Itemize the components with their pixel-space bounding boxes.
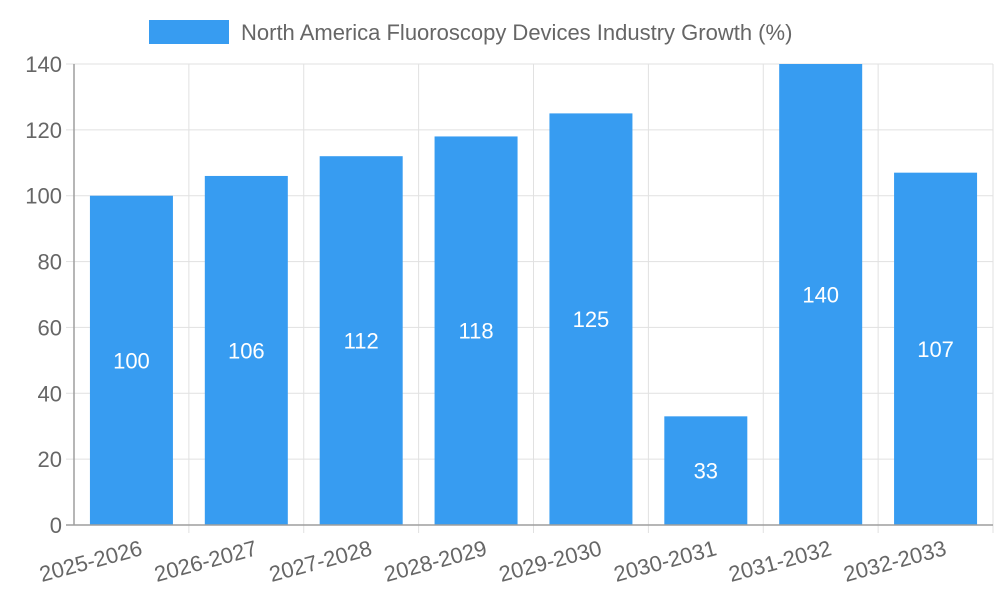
- x-tick-label: 2027-2028: [266, 535, 374, 586]
- x-tick-label: 2030-2031: [611, 535, 719, 586]
- legend-swatch: [149, 20, 229, 44]
- y-tick-label: 20: [38, 447, 62, 472]
- bar[interactable]: [894, 172, 978, 525]
- y-tick-label: 120: [25, 118, 62, 143]
- x-tick-label: 2032-2033: [841, 535, 949, 586]
- data-labels: 100 106 112 118 125 33 140 107: [113, 283, 954, 484]
- bar-value-label: 140: [802, 283, 839, 308]
- x-tick-label: 2031-2032: [726, 535, 834, 586]
- y-tick-label: 0: [50, 513, 62, 538]
- bar[interactable]: [204, 175, 288, 525]
- axes: [66, 63, 993, 526]
- bar-value-label: 100: [113, 348, 150, 373]
- bar[interactable]: [664, 416, 748, 525]
- bar-value-label: 118: [459, 319, 494, 344]
- y-tick-label: 40: [38, 381, 62, 406]
- legend[interactable]: North America Fluoroscopy Devices Indust…: [149, 20, 792, 45]
- y-tick-label: 100: [25, 184, 62, 209]
- bar[interactable]: [434, 136, 518, 525]
- bar-value-label: 106: [228, 338, 265, 363]
- bar[interactable]: [549, 113, 633, 526]
- bar-value-label: 107: [917, 337, 954, 362]
- bar[interactable]: [319, 156, 403, 525]
- x-axis-tick-labels: 2025-2026 2026-2027 2027-2028 2028-2029 2029…: [37, 535, 949, 586]
- bar[interactable]: [779, 64, 863, 525]
- y-tick-label: 60: [38, 315, 62, 340]
- x-tick-label: 2025-2026: [37, 535, 145, 586]
- x-tick-label: 2026-2027: [152, 535, 260, 586]
- x-tick-label: 2028-2029: [381, 535, 489, 586]
- bar-value-label: 125: [573, 307, 610, 332]
- x-tick-label: 2029-2030: [496, 535, 604, 586]
- bar-value-label: 112: [344, 329, 379, 354]
- bars: [89, 64, 978, 526]
- bar-value-label: 33: [694, 459, 718, 484]
- y-tick-label: 140: [25, 52, 62, 77]
- legend-label: North America Fluoroscopy Devices Indust…: [241, 20, 792, 45]
- y-tick-label: 80: [38, 250, 62, 275]
- y-axis-tick-labels: 0 20 40 60 80 100 120 140: [25, 52, 62, 538]
- bar[interactable]: [89, 195, 173, 525]
